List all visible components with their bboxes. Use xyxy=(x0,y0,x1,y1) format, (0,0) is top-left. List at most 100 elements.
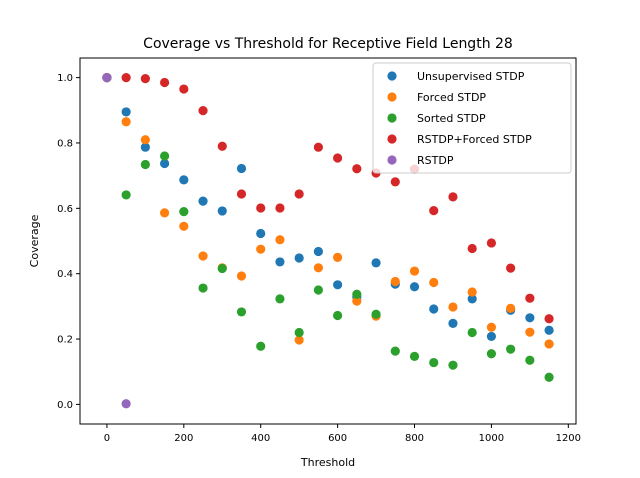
x-axis-label: Threshold xyxy=(300,456,355,469)
data-point xyxy=(486,238,497,248)
data-point xyxy=(275,203,285,213)
data-point xyxy=(294,189,304,199)
data-point xyxy=(506,263,516,273)
data-point xyxy=(467,327,477,338)
legend-label: Forced STDP xyxy=(417,91,486,104)
legend-marker xyxy=(387,92,397,102)
y-axis: 0.0 0.2 0.4 0.6 0.8 1.0 xyxy=(57,73,80,411)
data-point xyxy=(256,228,266,239)
data-point xyxy=(313,263,323,273)
x-tick-label: 200 xyxy=(174,433,193,444)
legend: Unsupervised STDP Forced STDP Sorted STDP R… xyxy=(372,62,572,174)
data-point xyxy=(409,282,420,292)
legend-marker xyxy=(387,134,397,144)
data-point xyxy=(313,246,323,257)
data-point xyxy=(256,203,266,213)
legend-marker xyxy=(387,71,397,81)
series-2 xyxy=(102,73,554,382)
data-point xyxy=(236,189,247,199)
data-point xyxy=(179,84,189,94)
data-point xyxy=(294,253,304,263)
data-point xyxy=(486,322,497,332)
x-tick-label: 1000 xyxy=(479,433,504,444)
data-point xyxy=(467,287,477,297)
data-point xyxy=(121,107,131,117)
legend-marker xyxy=(387,155,397,165)
data-point xyxy=(179,175,189,185)
data-point xyxy=(294,335,304,345)
data-point xyxy=(467,294,477,304)
x-tick-label: 800 xyxy=(405,433,424,444)
x-tick-label: 0 xyxy=(104,433,110,444)
data-point xyxy=(448,318,458,328)
y-tick-label: 0.6 xyxy=(57,204,73,215)
data-point xyxy=(486,331,497,342)
data-point xyxy=(467,243,477,254)
data-point xyxy=(371,258,381,268)
y-axis-label: Coverage xyxy=(28,214,41,267)
data-point xyxy=(352,164,362,174)
data-point xyxy=(525,355,535,365)
data-point xyxy=(236,163,247,174)
data-point xyxy=(544,372,554,382)
data-point xyxy=(198,283,208,293)
data-point xyxy=(333,310,343,321)
data-point xyxy=(140,159,150,170)
data-point xyxy=(217,141,227,151)
data-point xyxy=(217,263,227,274)
data-point xyxy=(159,208,170,218)
data-point xyxy=(429,277,439,288)
data-point xyxy=(159,158,170,169)
data-point xyxy=(198,106,208,116)
y-tick-label: 0.0 xyxy=(57,400,73,411)
data-point xyxy=(409,266,420,276)
series-4 xyxy=(102,73,131,409)
data-point xyxy=(525,313,535,323)
data-point xyxy=(275,257,285,267)
data-point xyxy=(333,252,343,262)
data-point xyxy=(544,325,554,335)
legend-label: Unsupervised STDP xyxy=(417,70,525,83)
data-point xyxy=(333,153,343,163)
data-point xyxy=(429,304,439,314)
legend-marker xyxy=(387,113,397,123)
data-point xyxy=(390,346,400,356)
data-point xyxy=(429,357,439,368)
data-point xyxy=(121,190,131,200)
x-tick-label: 400 xyxy=(251,433,270,444)
data-point xyxy=(140,135,150,145)
legend-label: RSTDP+Forced STDP xyxy=(417,133,532,146)
data-point xyxy=(294,327,304,338)
data-point xyxy=(313,285,323,295)
y-tick-label: 0.8 xyxy=(57,138,73,149)
data-point xyxy=(544,339,554,349)
data-point xyxy=(159,77,170,88)
data-point xyxy=(102,73,112,83)
data-point xyxy=(198,251,208,261)
plot-frame xyxy=(79,57,577,425)
data-point xyxy=(140,73,150,84)
data-point xyxy=(448,192,458,202)
data-point xyxy=(506,344,516,354)
data-point xyxy=(429,206,439,216)
data-point xyxy=(352,296,362,306)
data-point xyxy=(506,303,516,313)
data-point xyxy=(409,351,420,361)
data-point xyxy=(448,360,458,370)
data-point xyxy=(313,142,323,152)
data-point xyxy=(256,244,266,254)
x-axis: 0 200 400 600 800 1000 1200 xyxy=(104,424,581,444)
data-point xyxy=(525,293,535,303)
x-tick-label: 600 xyxy=(328,433,347,444)
data-point xyxy=(217,206,227,216)
data-point xyxy=(544,314,554,324)
data-point xyxy=(121,117,131,127)
data-point xyxy=(448,302,458,312)
data-point xyxy=(121,73,131,83)
data-point xyxy=(390,276,400,287)
data-point xyxy=(486,349,497,359)
data-point xyxy=(371,309,381,319)
data-point xyxy=(236,271,247,281)
data-point xyxy=(275,294,285,304)
